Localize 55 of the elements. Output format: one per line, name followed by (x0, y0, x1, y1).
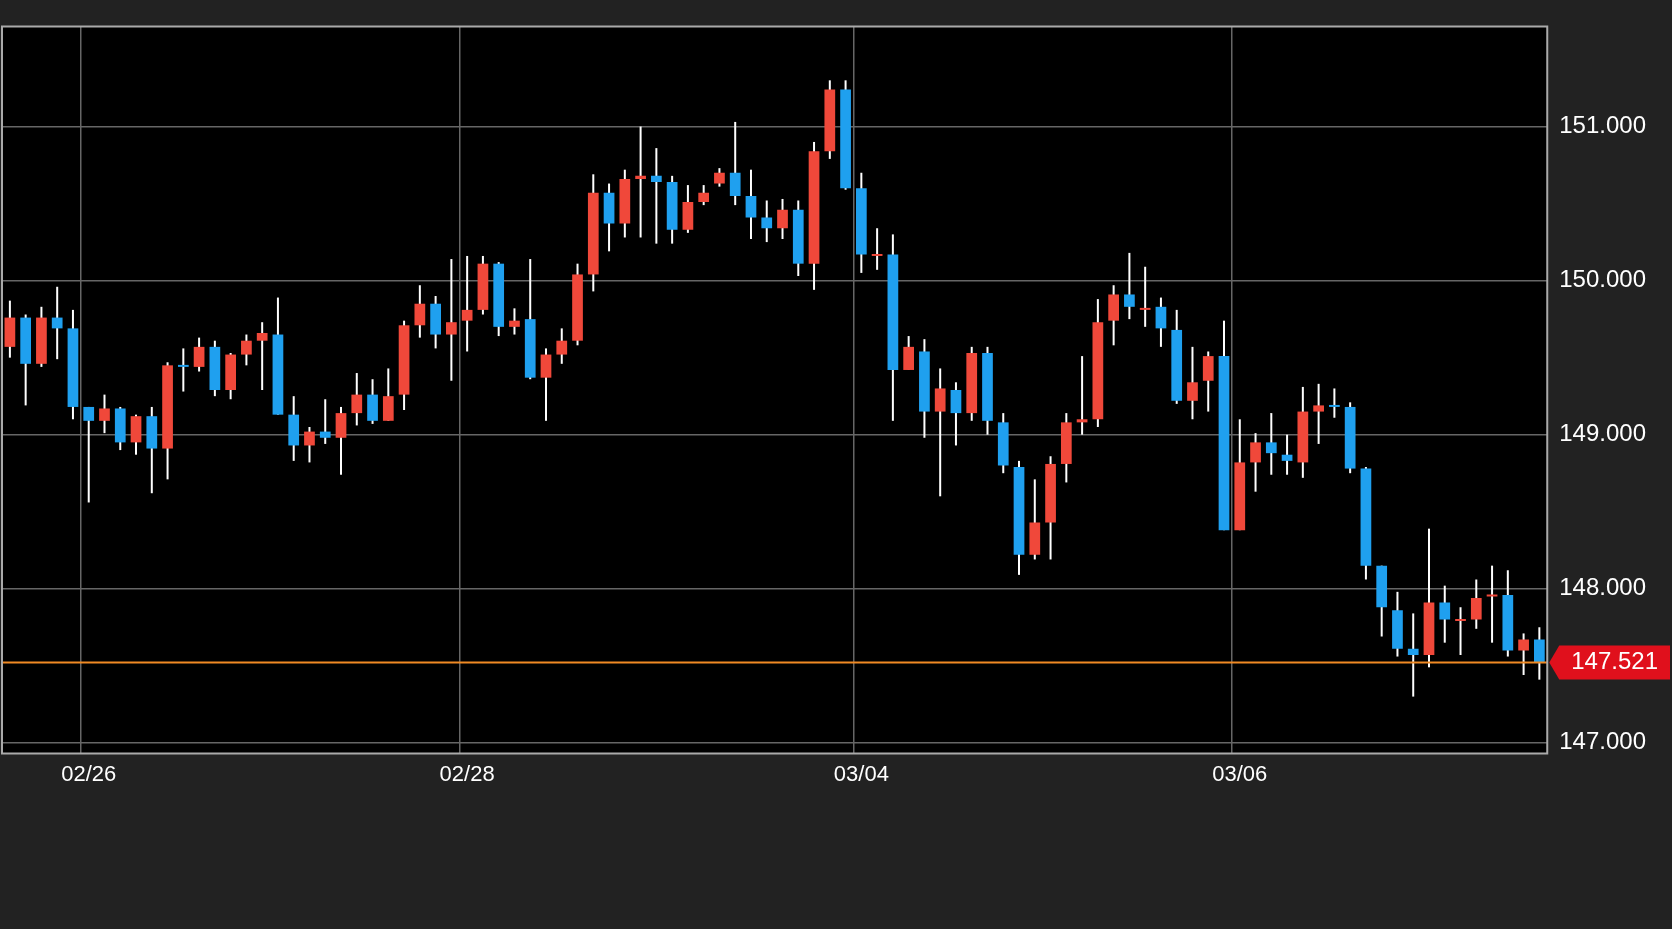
candlestick (83, 405, 95, 504)
candlestick (1124, 251, 1135, 321)
candlestick (1155, 296, 1167, 348)
candlestick (540, 347, 552, 422)
candlestick (1265, 412, 1277, 476)
candlestick (351, 372, 363, 427)
candlestick (319, 398, 331, 445)
candlestick (1455, 606, 1466, 656)
y-tick-label: 147.000 (1559, 727, 1647, 755)
candlestick (1250, 432, 1261, 493)
candlestick (193, 336, 205, 373)
candlestick (99, 393, 110, 435)
candlestick (461, 254, 473, 353)
candlestick (256, 321, 268, 391)
candlestick (1470, 578, 1482, 630)
candlestick (745, 168, 757, 241)
candlestick (556, 327, 568, 365)
candlestick (1407, 612, 1419, 698)
candlestick (934, 367, 946, 498)
candlestick (509, 307, 520, 336)
candlestick (903, 335, 915, 371)
candlestick (777, 197, 788, 241)
candlestick (1076, 355, 1088, 436)
candlestick (1139, 265, 1151, 328)
candlestick (1281, 433, 1293, 476)
candlestick (446, 258, 457, 382)
candlestick (714, 167, 725, 188)
candlestick (871, 227, 883, 271)
candlestick (1486, 564, 1498, 644)
candlestick (950, 381, 962, 447)
candlestick (635, 125, 646, 239)
x-tick-label: 02/26 (61, 760, 117, 786)
candlestick (1518, 632, 1529, 677)
candlestick (1439, 584, 1451, 644)
candlestick (1313, 382, 1324, 445)
y-tick-label: 150.000 (1559, 265, 1647, 293)
candlestick (698, 184, 710, 207)
y-tick-label: 149.000 (1559, 419, 1647, 447)
candlestick (241, 333, 252, 367)
candlestick (1329, 387, 1340, 419)
candlestick (414, 284, 426, 339)
y-tick-label: 151.000 (1559, 111, 1647, 139)
candlestick (1187, 345, 1198, 421)
candlestick (51, 285, 63, 361)
x-tick-label: 02/28 (439, 760, 495, 786)
candlestick (729, 120, 741, 207)
ref-line-label: 147.521 (1571, 647, 1659, 675)
y-tick-label: 148.000 (1559, 573, 1647, 601)
x-tick-label: 03/06 (1212, 760, 1268, 786)
candlestick (651, 147, 662, 245)
candlestick (304, 425, 315, 464)
candlestick (761, 199, 773, 244)
candlestick (1534, 626, 1545, 681)
x-tick-label: 03/04 (833, 760, 889, 786)
candlestick (177, 347, 189, 393)
